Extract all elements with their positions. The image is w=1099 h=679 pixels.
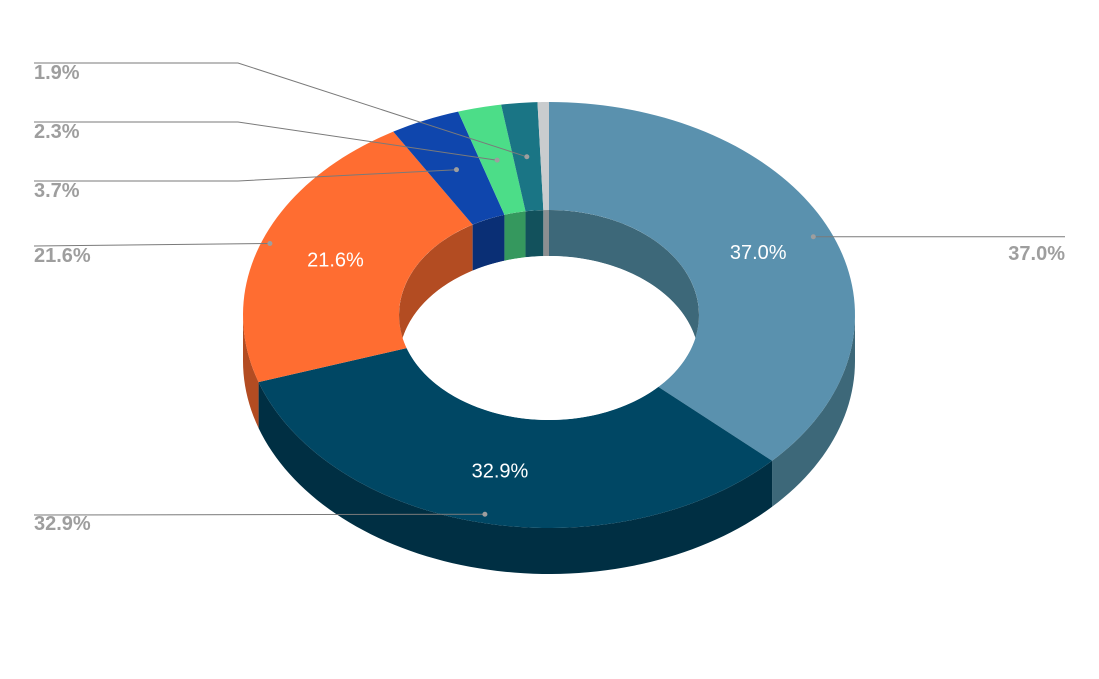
slice-outer-wall-2 [243, 315, 259, 429]
leader-dot-3 [453, 167, 459, 173]
leader-line-3 [34, 169, 457, 182]
slice-top-1[interactable] [258, 348, 773, 528]
slice-outer-label-4: 2.3% [34, 121, 80, 143]
leader-dot-2 [267, 240, 273, 246]
slice-inner-label-2: 21.6% [307, 249, 364, 271]
leader-lines [33, 62, 1065, 517]
slice-outer-label-1: 32.9% [34, 513, 91, 535]
slice-inner-wall-5-1 [525, 210, 544, 258]
slice-inner-wall-4-1 [504, 211, 526, 261]
leader-dot-4 [494, 157, 500, 163]
leader-line-5 [34, 62, 527, 158]
slice-top-0[interactable] [549, 102, 855, 461]
slice-outer-wall-0 [772, 315, 855, 507]
slice-top-2[interactable] [243, 131, 473, 383]
slice-inner-label-0: 37.0% [730, 242, 787, 264]
donut-top-slices [243, 102, 855, 528]
slice-inner-wall-2-1 [399, 224, 473, 361]
leader-line-1 [33, 513, 485, 516]
slice-inner-wall-3-1 [472, 214, 505, 271]
slice-outer-label-2: 21.6% [34, 245, 91, 267]
slice-labels: 37.0% 32.9% 21.6% 1.9% 2.3% 3.7% 21.6% 32.9% 37.… [34, 62, 1065, 535]
leader-dot-5 [524, 154, 530, 160]
leader-line-4 [34, 121, 498, 161]
slice-top-3[interactable] [393, 111, 505, 225]
slice-top-5[interactable] [501, 102, 544, 212]
donut-side-walls [243, 315, 855, 574]
slice-inner-wall-0-0 [549, 210, 699, 361]
leader-dot-1 [482, 511, 488, 517]
leader-dot-0 [810, 234, 816, 240]
slice-outer-wall-1 [258, 382, 773, 574]
slice-outer-label-5: 1.9% [34, 62, 80, 84]
leader-line-2 [33, 243, 270, 247]
slice-inner-label-1: 32.9% [472, 460, 529, 482]
slice-top-6[interactable] [537, 102, 549, 211]
slice-outer-label-0: 37.0% [1008, 243, 1065, 265]
slice-inner-wall-6-1 [543, 210, 549, 257]
slice-outer-label-3: 3.7% [34, 180, 80, 202]
